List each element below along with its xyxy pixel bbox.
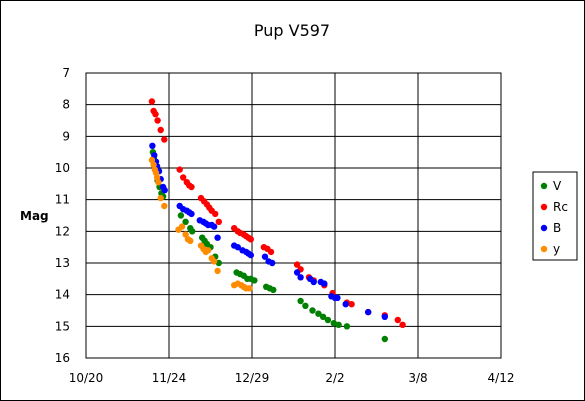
y-tick-label: 11 xyxy=(55,193,70,207)
y-tick-label: 16 xyxy=(55,351,70,365)
point-b xyxy=(293,269,301,276)
point-rc xyxy=(247,236,254,243)
point-rc xyxy=(394,316,401,324)
y-axis-ticks: 7 8 9 10 11 12 13 14 15 16 xyxy=(55,66,70,365)
point-v xyxy=(315,310,322,317)
x-tick-label: 10/20 xyxy=(69,371,104,385)
legend-label-v: V xyxy=(553,179,562,193)
legend-marker-b xyxy=(540,224,548,232)
x-tick-label: 4/12 xyxy=(488,371,515,385)
y-axis-label: Mag xyxy=(20,209,49,223)
y-tick-label: 12 xyxy=(55,224,70,238)
point-y xyxy=(204,247,212,254)
point-rc xyxy=(148,98,156,105)
point-b xyxy=(365,308,372,316)
point-rc xyxy=(152,111,159,118)
x-tick-label: 12/29 xyxy=(235,371,270,385)
point-rc xyxy=(176,166,183,173)
y-tick-label: 13 xyxy=(55,256,70,270)
point-b xyxy=(247,251,254,259)
point-b xyxy=(161,187,168,194)
point-b xyxy=(310,278,317,286)
point-rc xyxy=(157,126,164,134)
point-rc xyxy=(188,183,195,191)
y-tick-label: 8 xyxy=(62,98,70,112)
point-b xyxy=(210,223,218,230)
point-y xyxy=(150,161,157,168)
point-rc xyxy=(180,174,187,181)
point-rc xyxy=(399,321,406,328)
point-y xyxy=(178,223,186,230)
point-b xyxy=(334,294,341,301)
y-tick-label: 15 xyxy=(55,319,70,333)
point-rc xyxy=(215,218,222,225)
point-y xyxy=(187,237,194,244)
point-b xyxy=(151,152,158,159)
legend-items: V Rc By xyxy=(540,179,568,256)
point-v xyxy=(330,320,337,327)
point-rc xyxy=(212,210,219,218)
point-y xyxy=(246,285,253,292)
point-rc xyxy=(293,261,301,268)
point-rc xyxy=(348,301,355,308)
point-b xyxy=(342,301,349,308)
x-tick-label: 11/24 xyxy=(152,371,187,385)
point-b xyxy=(297,274,304,281)
point-b xyxy=(149,142,156,149)
x-tick-label: 2/2 xyxy=(325,371,344,385)
point-b xyxy=(234,244,241,251)
point-rc xyxy=(154,117,161,124)
point-v xyxy=(343,323,351,330)
point-b xyxy=(188,210,195,218)
legend-label-rc: Rc xyxy=(553,200,568,214)
point-b xyxy=(269,259,276,267)
y-tick-label: 7 xyxy=(62,66,70,80)
point-b xyxy=(321,280,328,287)
point-v xyxy=(324,316,332,324)
y-tick-label: 9 xyxy=(62,129,70,143)
point-v xyxy=(182,218,189,225)
point-y xyxy=(161,202,168,210)
point-rc xyxy=(267,248,275,256)
point-b xyxy=(261,253,269,260)
y-tick-label: 14 xyxy=(55,288,70,302)
point-v xyxy=(177,212,185,219)
point-y xyxy=(210,258,218,265)
point-b xyxy=(214,234,221,241)
y-tick-label: 10 xyxy=(55,161,70,175)
legend-marker-y xyxy=(540,245,548,253)
point-v xyxy=(297,297,304,305)
legend-label-y: y xyxy=(553,242,560,256)
point-v xyxy=(251,277,258,284)
point-v xyxy=(335,321,342,328)
x-tick-label: 3/8 xyxy=(408,371,427,385)
legend-label-b: B xyxy=(553,221,561,235)
point-rc xyxy=(161,136,168,143)
point-v xyxy=(270,286,277,294)
point-y xyxy=(182,231,189,238)
point-b xyxy=(381,313,388,320)
plot-border xyxy=(85,72,502,359)
legend-marker-rc xyxy=(540,203,548,211)
point-v xyxy=(189,228,196,235)
point-v xyxy=(381,335,388,343)
point-y xyxy=(157,194,164,202)
legend-marker-v xyxy=(540,182,548,190)
data-points xyxy=(148,98,406,343)
point-v xyxy=(302,302,309,309)
point-y xyxy=(214,267,221,275)
point-v xyxy=(309,307,316,314)
point-y xyxy=(155,179,162,186)
legend: V Rc By xyxy=(532,171,578,261)
chart-title: Pup V597 xyxy=(254,21,330,40)
legend-box xyxy=(532,171,578,261)
point-v xyxy=(319,313,327,320)
x-axis-ticks: 10/20 11/24 12/29 2/2 3/8 4/12 xyxy=(69,371,515,385)
plot-area xyxy=(86,73,501,358)
